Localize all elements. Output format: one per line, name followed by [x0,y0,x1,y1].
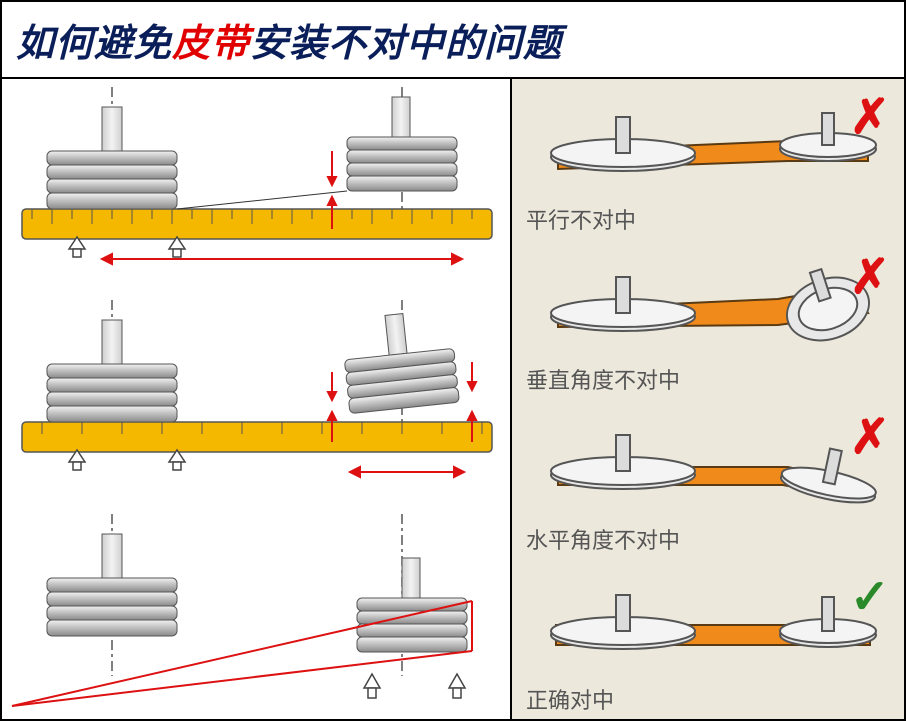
cross-icon: ✗ [850,409,890,465]
case-2-diagram [526,247,890,357]
left-diagram-2 [2,292,510,505]
case-3-caption: 水平角度不对中 [526,523,890,555]
case-3-diagram [526,407,890,517]
case-4-diagram [526,567,890,677]
right-case-2: ✗ 垂直角度不对中 [512,239,904,399]
case-1-diagram [526,87,890,197]
left-diagram-3 [2,506,510,719]
left-panel [2,79,512,719]
content-row: ✗ 平行不对中 ✗ [2,79,904,719]
case-1-caption: 平行不对中 [526,203,890,235]
title-suffix: 安装不对中的问题 [250,23,562,65]
left-diagram-1 [2,79,510,292]
infographic-container: 如何避免皮带安装不对中的问题 [0,0,906,721]
right-case-3: ✗ 水平角度不对中 [512,399,904,559]
case-2-caption: 垂直角度不对中 [526,363,890,395]
check-icon: ✓ [850,569,890,625]
right-case-4: ✓ 正确对中 [512,559,904,719]
title-prefix: 如何避免 [16,23,172,65]
title-highlight: 皮带 [172,23,250,65]
right-panel: ✗ 平行不对中 ✗ [512,79,904,719]
case-4-caption: 正确对中 [526,683,890,715]
cross-icon: ✗ [850,89,890,145]
title-bar: 如何避免皮带安装不对中的问题 [2,2,904,79]
right-case-1: ✗ 平行不对中 [512,79,904,239]
cross-icon: ✗ [850,249,890,305]
